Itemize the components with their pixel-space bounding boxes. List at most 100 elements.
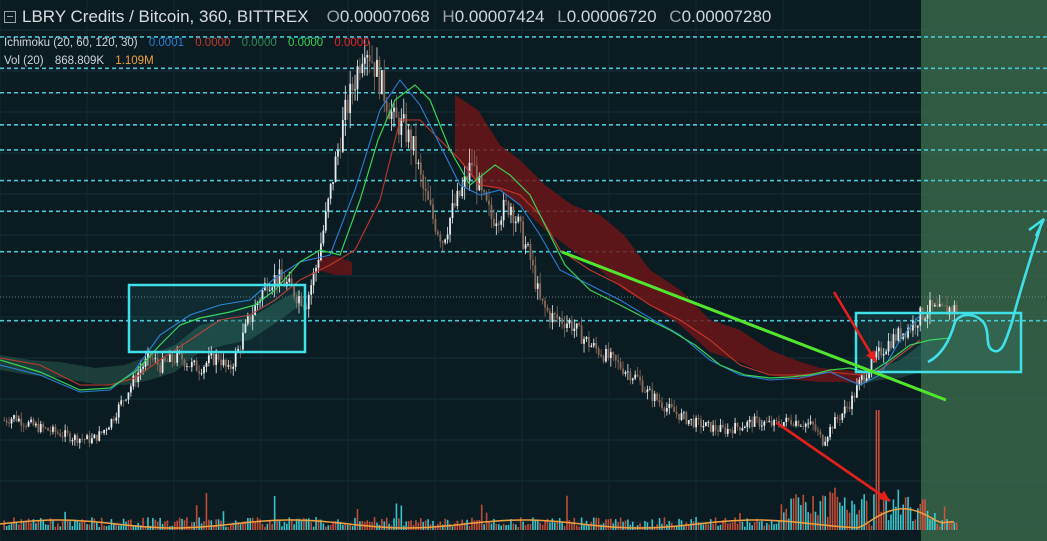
volume-bar: [773, 524, 775, 530]
candle-body: [27, 422, 30, 427]
candle-body: [724, 427, 727, 434]
volume-bar: [212, 524, 215, 530]
volume-bar: [785, 508, 788, 530]
volume-bar: [853, 504, 856, 530]
candle-body: [88, 435, 91, 444]
candle-body: [81, 438, 84, 440]
candle-body: [229, 365, 232, 369]
candle-body: [329, 183, 332, 199]
volume-bar: [176, 520, 178, 530]
candle-body: [814, 424, 817, 431]
candle-body: [183, 359, 186, 367]
candle-body: [188, 366, 191, 368]
candle-body: [787, 417, 790, 421]
volume-bar: [329, 525, 332, 530]
volume-bar: [424, 520, 427, 530]
candle-body: [49, 430, 52, 432]
volume-bar: [44, 524, 47, 530]
ichimoku-legend[interactable]: Ichimoku (20, 60, 120, 30) 0.0001 0.0000…: [4, 34, 771, 52]
volume-bar: [770, 520, 773, 530]
candle-body: [8, 422, 10, 424]
candle-body: [829, 427, 831, 438]
candle-body: [795, 420, 797, 426]
volume-bar: [846, 509, 848, 530]
volume-bar: [205, 493, 208, 530]
volume-bar: [687, 524, 690, 530]
volume-bar: [59, 526, 62, 530]
volume-bar: [407, 521, 410, 530]
candle-body: [305, 306, 308, 310]
volume-bar: [113, 523, 115, 530]
symbol-title[interactable]: LBRY Credits / Bitcoin, 360, BITTREX: [22, 7, 309, 26]
volume-bar: [103, 525, 105, 530]
volume-bar: [186, 517, 188, 530]
candle-body: [402, 114, 405, 119]
volume-bar: [147, 517, 149, 530]
collapse-icon[interactable]: [4, 11, 16, 23]
candle-body: [161, 357, 164, 373]
candle-body: [93, 434, 96, 439]
volume-bar: [83, 520, 86, 530]
volume-bar: [858, 509, 861, 530]
volume-bar: [914, 519, 917, 530]
candle-body: [424, 188, 427, 192]
candle-body: [173, 361, 176, 363]
volume-bar: [605, 519, 607, 530]
candle-body: [700, 419, 702, 428]
annotations[interactable]: [127, 217, 1046, 503]
candle-body: [380, 70, 383, 95]
volume-bar: [673, 526, 675, 530]
volume-bar: [955, 522, 958, 530]
candle-body: [376, 59, 378, 77]
candle-body: [753, 416, 756, 427]
candle-body: [322, 230, 325, 244]
candle-body: [412, 136, 415, 151]
candle-body: [237, 348, 239, 353]
candle-body: [171, 354, 174, 362]
volume-bar: [873, 494, 875, 530]
volume-bar: [37, 520, 40, 530]
volume-bar: [417, 522, 420, 530]
volume-bar: [736, 523, 739, 530]
volume-bar: [497, 524, 500, 530]
candle-body: [561, 318, 564, 324]
candle-body: [105, 429, 108, 431]
candle-body: [205, 363, 208, 367]
candles: [3, 38, 958, 449]
volume-bar: [868, 523, 870, 530]
volume-bar: [281, 526, 283, 530]
candle-body: [880, 347, 883, 356]
candle-body: [32, 419, 35, 426]
volume-bar: [882, 498, 885, 530]
volume-bar: [500, 525, 503, 530]
candle-body: [907, 327, 909, 338]
candle-body: [154, 358, 157, 359]
candle-body: [566, 323, 568, 328]
volume-bar: [249, 518, 252, 530]
candle-body: [702, 426, 705, 428]
candle-body: [726, 428, 729, 434]
candle-body: [147, 352, 149, 359]
volume-value-1: 868.809K: [54, 55, 105, 67]
volume-legend[interactable]: Vol (20) 868.809K 1.109M: [4, 52, 771, 70]
volume-bar: [108, 525, 110, 530]
candle-body: [841, 413, 844, 420]
candle-body: [273, 274, 276, 288]
candle-body: [505, 199, 507, 202]
volume-bar: [748, 522, 751, 530]
candle-body: [763, 421, 766, 426]
volume-bar: [466, 519, 468, 530]
volume-bar: [821, 495, 824, 530]
candle-body: [98, 431, 101, 441]
volume-bar: [203, 521, 205, 530]
volume-bar: [488, 521, 490, 530]
volume-bar: [953, 522, 956, 530]
candle-body: [870, 357, 873, 373]
candle-body: [758, 418, 761, 427]
volume-bar: [510, 519, 512, 530]
volume-bar: [95, 522, 98, 530]
candle-body: [782, 422, 785, 427]
volume-bar: [819, 501, 822, 530]
volume-bar: [35, 523, 37, 530]
